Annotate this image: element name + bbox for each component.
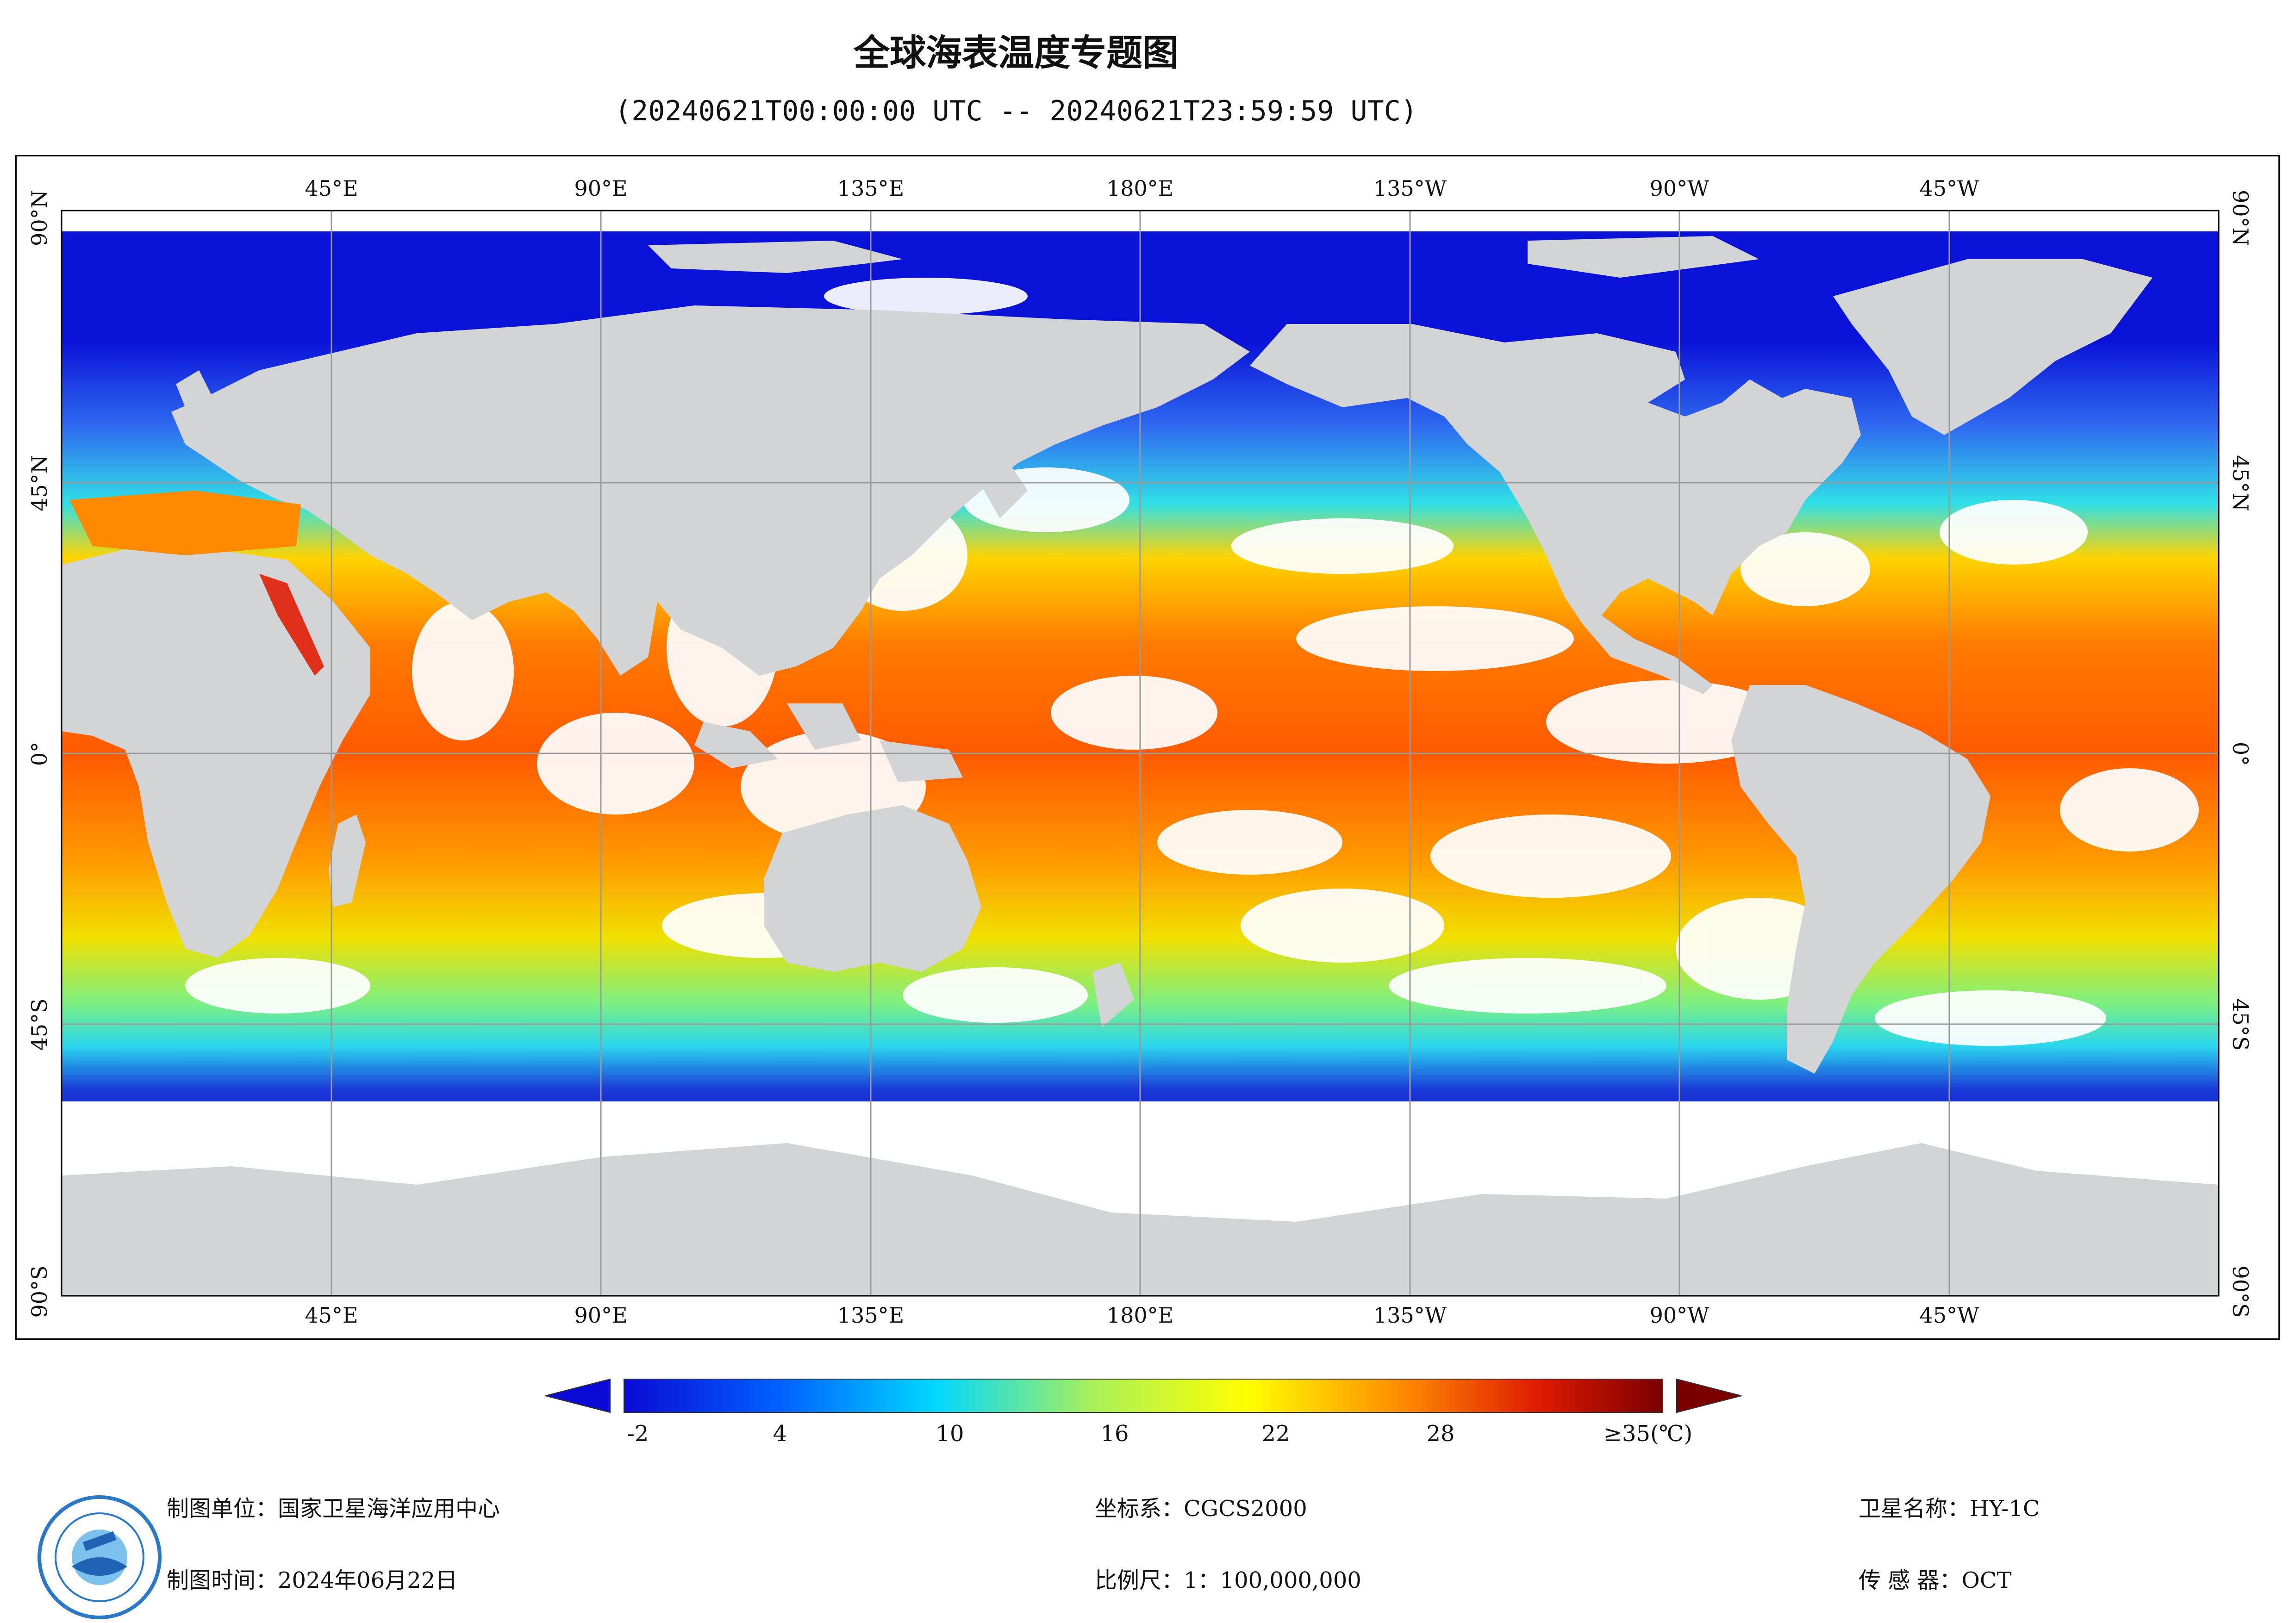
legend-tick-label: 28 [1426, 1421, 1455, 1447]
legend-tick-label: ≥35(℃) [1603, 1421, 1693, 1447]
mediterranean [69, 491, 301, 555]
south-america [1731, 685, 1990, 1074]
date-label: 制图时间：2024年06月22日 [167, 1567, 458, 1593]
longitude-label: 90°W [1649, 1303, 1710, 1328]
legend-bar [624, 1379, 1663, 1413]
longitude-label: 135°E [837, 176, 905, 201]
eurasia [171, 305, 1250, 676]
longitude-label: 90°W [1649, 176, 1710, 201]
australia [764, 805, 981, 972]
longitude-label: 135°W [1373, 176, 1447, 201]
longitude-label: 45°E [305, 176, 358, 201]
red-sea [259, 574, 324, 676]
north-america [1250, 324, 1861, 694]
graticule [62, 211, 2219, 1296]
longitude-label: 90°E [574, 1303, 628, 1328]
legend-max-arrow [1676, 1378, 1742, 1413]
crs-label: 坐标系：CGCS2000 [1095, 1496, 1307, 1522]
legend-tick-label: 4 [773, 1421, 787, 1447]
longitude-label: 45°E [305, 1303, 358, 1328]
longitude-label: 45°W [1919, 1303, 1979, 1328]
time-range-subtitle: (20240621T00:00:00 UTC -- 20240621T23:59… [615, 95, 1417, 127]
org-logo [37, 1495, 162, 1619]
longitude-label: 180°E [1106, 1303, 1174, 1328]
longitude-label: 180°E [1106, 176, 1174, 201]
legend-min-arrow [545, 1378, 611, 1413]
legend-tick-label: 22 [1261, 1421, 1290, 1447]
satellite-label: 卫星名称：HY-1C [1859, 1496, 2040, 1522]
org-label: 制图单位：国家卫星海洋应用中心 [167, 1496, 500, 1522]
longitude-label: 135°E [837, 1303, 905, 1328]
greenland [1833, 259, 2152, 435]
legend-tick-label: -2 [627, 1421, 649, 1447]
longitude-label: 45°W [1919, 176, 1979, 201]
longitude-label: 135°W [1373, 1303, 1447, 1328]
map-frame [15, 155, 2280, 1340]
madagascar [329, 815, 366, 907]
scale-label: 比例尺：1：100,000,000 [1095, 1567, 1361, 1593]
africa [62, 546, 370, 958]
legend-tick-label: 10 [936, 1421, 964, 1447]
map-title: 全球海表温度专题图 [853, 32, 1179, 74]
legend-tick-label: 16 [1100, 1421, 1129, 1447]
longitude-label: 90°E [574, 176, 628, 201]
sensor-label: 传 感 器：OCT [1859, 1567, 2012, 1593]
